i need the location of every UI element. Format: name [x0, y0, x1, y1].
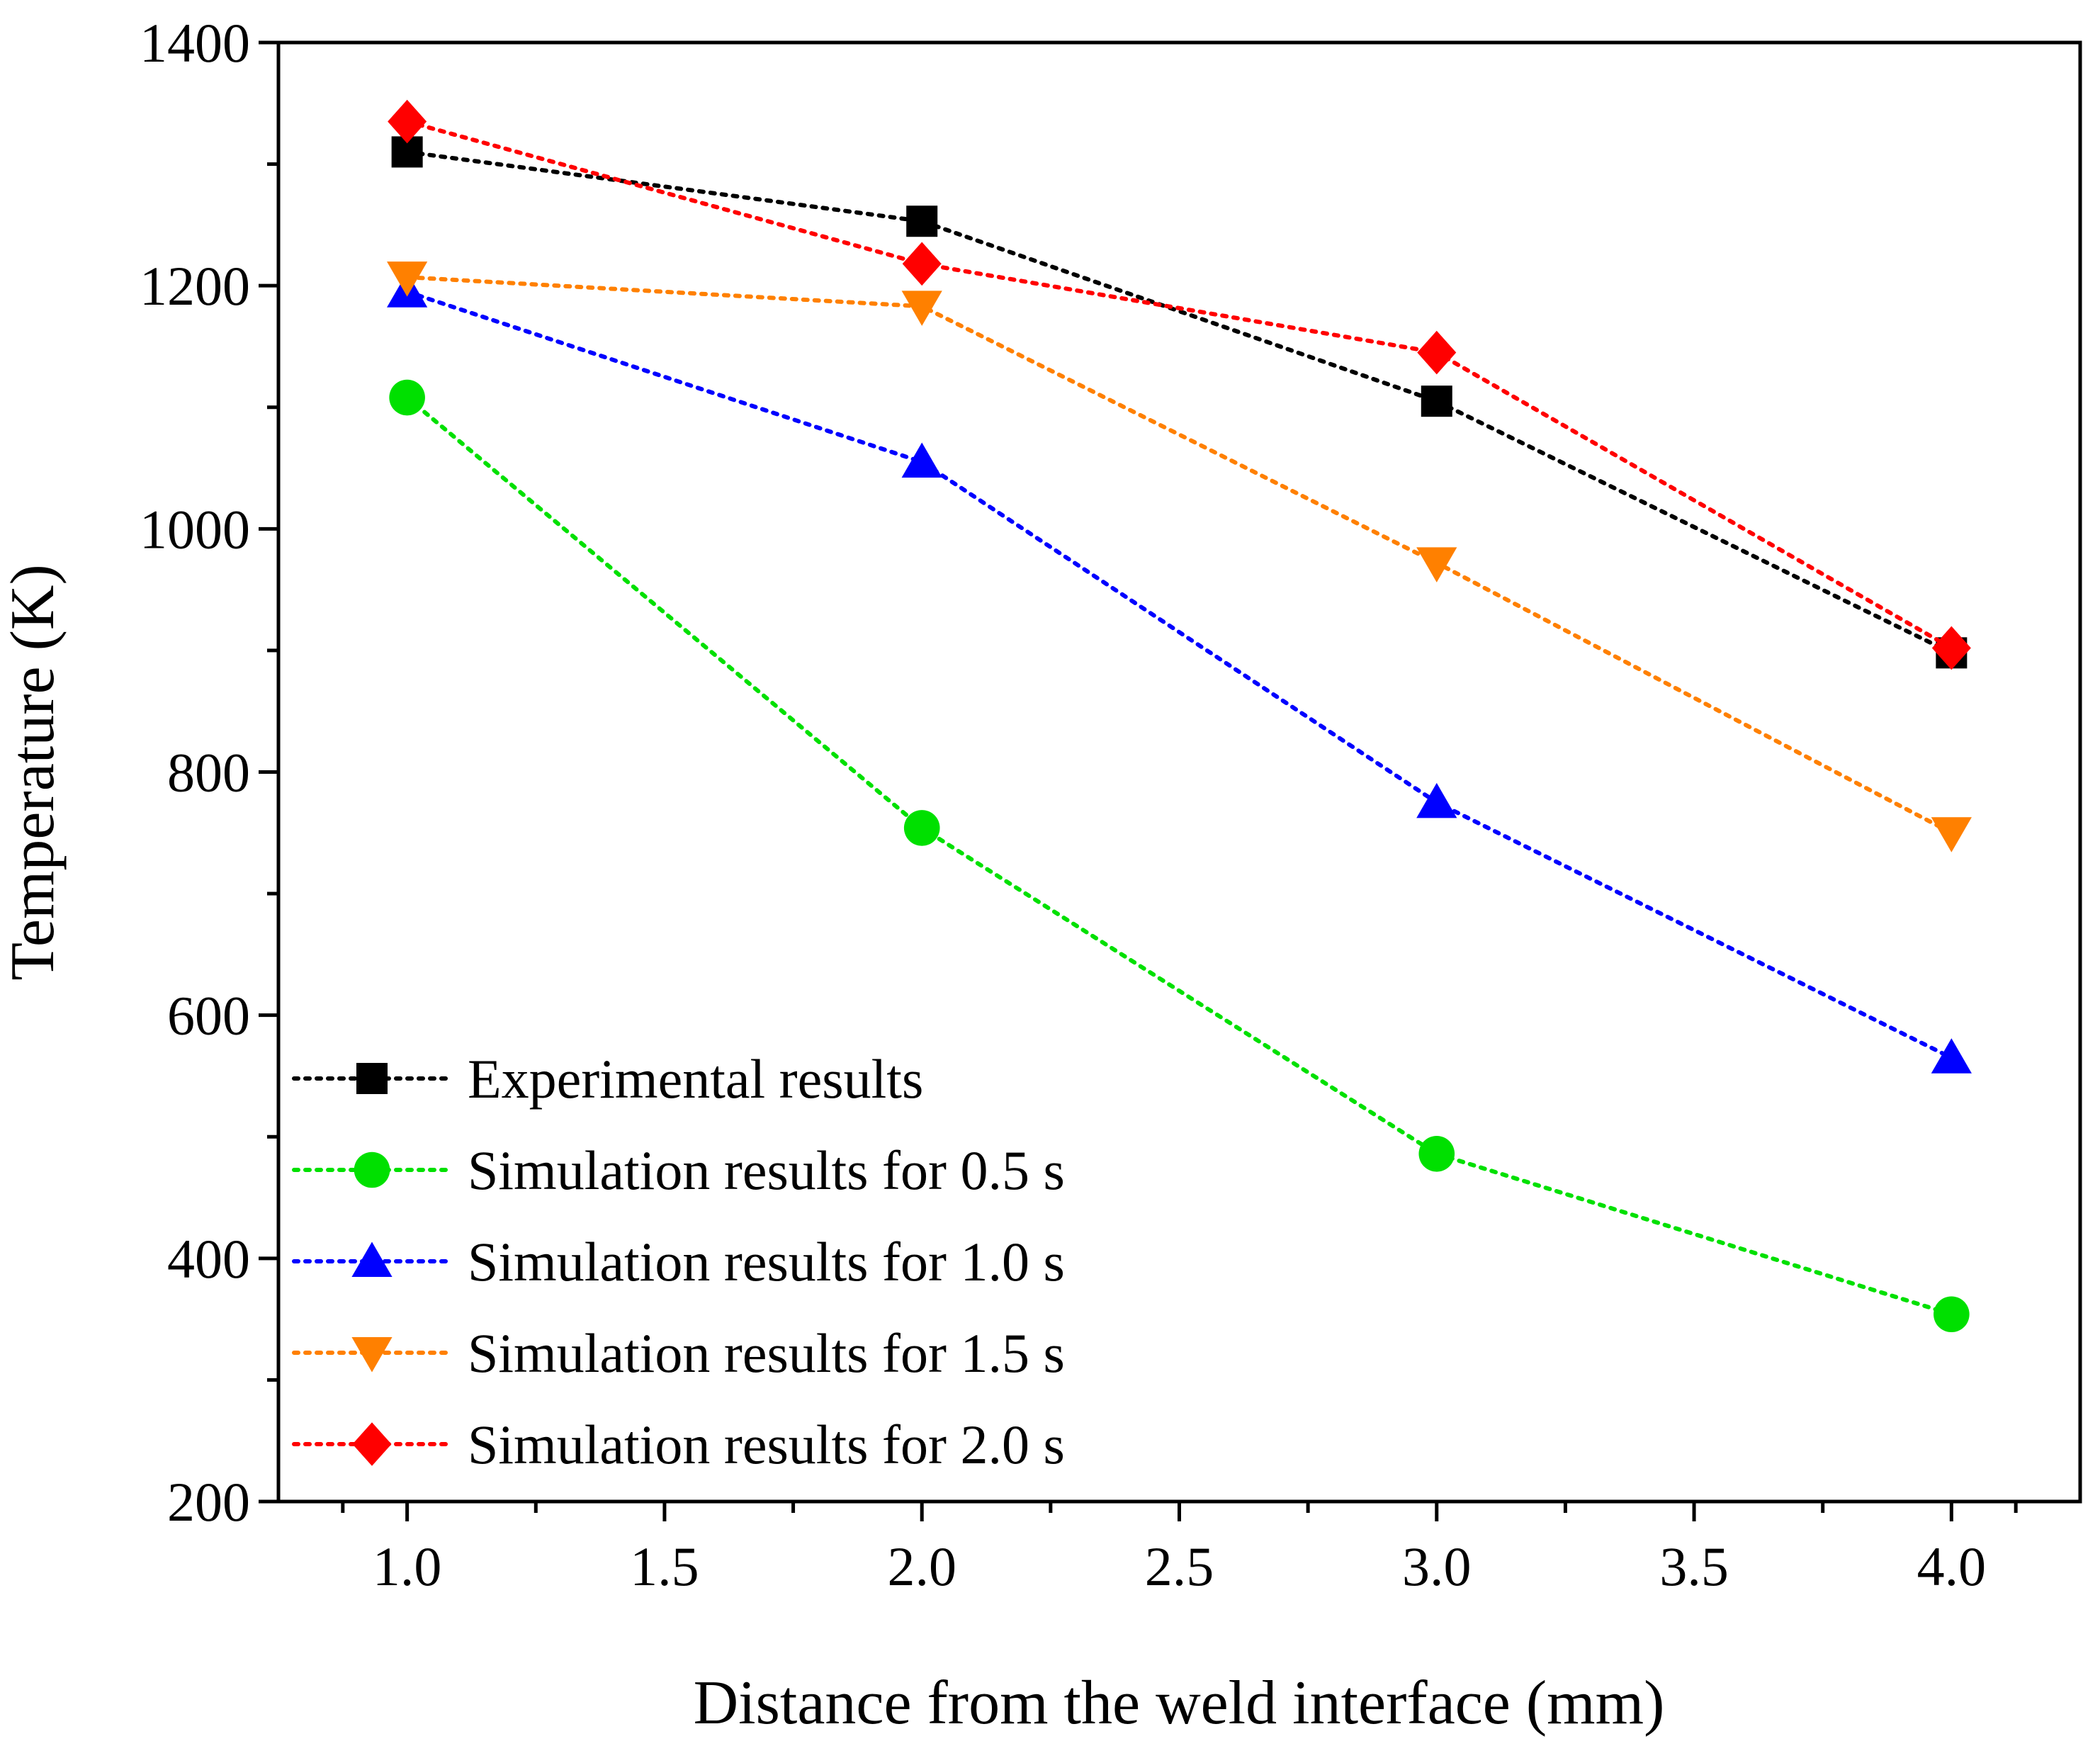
series-1-point-3 [1421, 385, 1452, 417]
series-1-line [405, 150, 1954, 655]
legend-item-2: Simulation results for 0.5 s [292, 1139, 1065, 1201]
y-tick-label-200: 200 [167, 1471, 250, 1533]
y-tick-label-1400: 1400 [140, 12, 250, 74]
series-4-point-4 [1931, 817, 1972, 852]
series-5-point-1 [388, 99, 427, 144]
legend-label-1: Experimental results [468, 1048, 923, 1110]
legend-marker-5 [352, 1422, 392, 1466]
y-tick-label-1200: 1200 [140, 255, 250, 317]
series-4-line [405, 275, 1954, 835]
series-1 [391, 136, 1968, 669]
series-2-point-4 [1934, 1296, 1970, 1333]
series-5-point-2 [902, 242, 942, 286]
legend-label-2: Simulation results for 0.5 s [468, 1139, 1065, 1201]
y-tick-label-600: 600 [167, 985, 250, 1047]
series-4 [387, 261, 1972, 852]
legend-marker-1 [356, 1063, 388, 1094]
series-3-point-4 [1931, 1038, 1972, 1074]
series-5 [388, 99, 1971, 670]
series-1-point-2 [906, 205, 938, 237]
legend-item-1: Experimental results [292, 1048, 923, 1110]
series-2 [389, 379, 1970, 1333]
legend-item-3: Simulation results for 1.0 s [292, 1231, 1065, 1292]
legend-marker-2 [354, 1151, 390, 1188]
series-3 [387, 272, 1972, 1074]
series-5-point-4 [1931, 626, 1971, 670]
legend-marker-4 [351, 1337, 393, 1373]
y-tick-label-800: 800 [167, 742, 250, 804]
legend-marker-3 [351, 1241, 393, 1277]
ticks-layer: 200 400 600 800 1000 1200 1400 1.0 1.5 2.0 2.5 3.0 3… [140, 12, 2018, 1597]
series-5-line [405, 119, 1954, 650]
y-axis-title: Temperature (K) [0, 564, 67, 981]
legend-item-5: Simulation results for 2.0 s [292, 1414, 1065, 1475]
series-4-point-3 [1416, 547, 1457, 582]
y-tick-label-400: 400 [167, 1228, 250, 1290]
y-tick-label-1000: 1000 [140, 498, 250, 560]
x-tick-label-3.0: 3.0 [1402, 1536, 1472, 1597]
legend-label-4: Simulation results for 1.5 s [468, 1322, 1065, 1384]
x-tick-label-2.5: 2.5 [1145, 1536, 1214, 1597]
series-4-point-2 [901, 291, 942, 326]
x-tick-label-4.0: 4.0 [1917, 1536, 1987, 1597]
legend-item-4: Simulation results for 1.5 s [292, 1322, 1065, 1384]
series-3-point-3 [1416, 782, 1457, 818]
x-tick-label-2.0: 2.0 [887, 1536, 956, 1597]
series-5-point-3 [1417, 330, 1457, 375]
x-tick-label-3.5: 3.5 [1659, 1536, 1729, 1597]
series-layer [387, 99, 1972, 1333]
series-2-point-3 [1418, 1135, 1455, 1172]
series-4-point-1 [387, 261, 428, 297]
series-3-point-2 [901, 442, 942, 478]
legend-label-5: Simulation results for 2.0 s [468, 1414, 1065, 1475]
x-tick-label-1.5: 1.5 [630, 1536, 699, 1597]
x-axis-title: Distance from the weld interface (mm) [694, 1669, 1665, 1737]
legend-label-3: Simulation results for 1.0 s [468, 1231, 1065, 1292]
x-tick-label-1.0: 1.0 [373, 1536, 442, 1597]
series-2-point-2 [903, 810, 940, 846]
legend: Experimental results Simulation results f… [292, 1048, 1065, 1475]
series-2-line [405, 395, 1954, 1317]
series-3-line [405, 289, 1954, 1060]
series-2-point-1 [389, 379, 425, 416]
